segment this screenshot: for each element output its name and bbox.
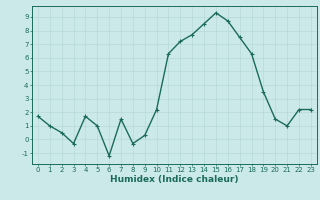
X-axis label: Humidex (Indice chaleur): Humidex (Indice chaleur) <box>110 175 239 184</box>
